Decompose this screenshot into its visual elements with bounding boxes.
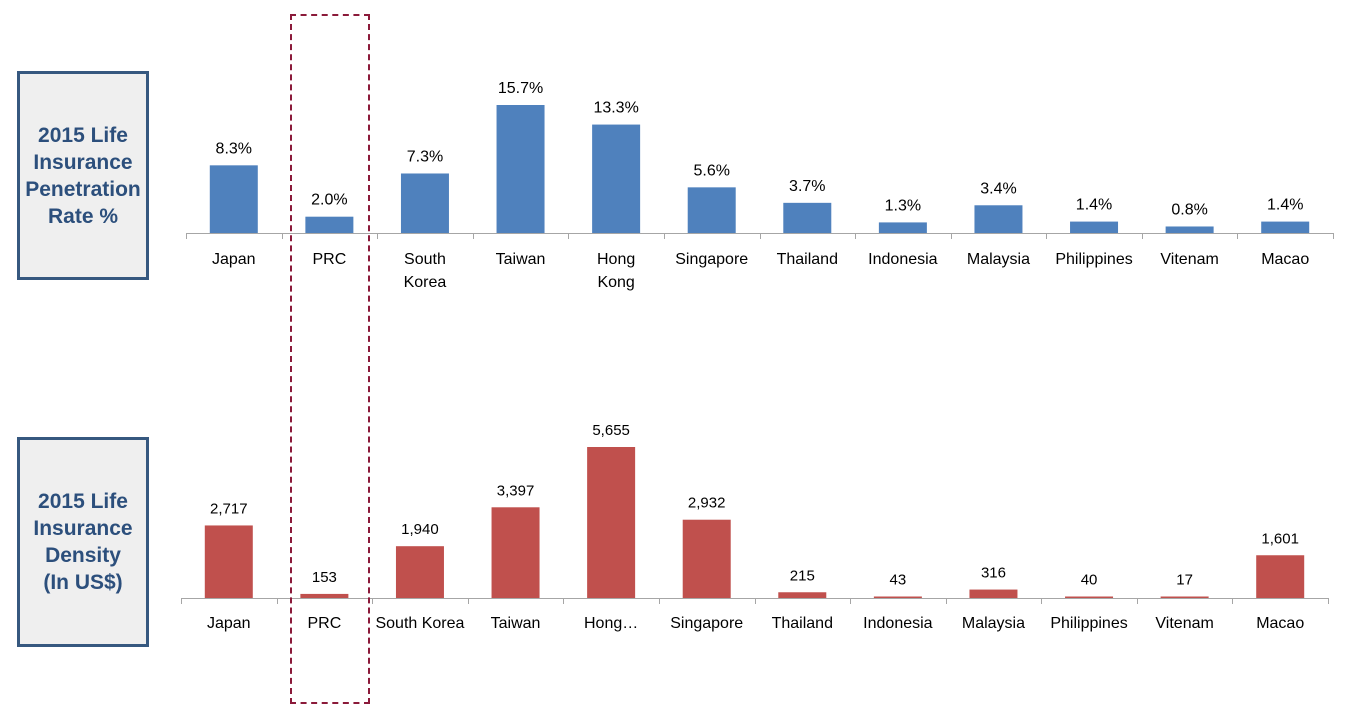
category-label: Hong [597, 251, 635, 268]
bar-taiwan [496, 105, 545, 233]
category-label: Vitenam [1160, 251, 1218, 268]
penetration-label-line: Insurance [33, 150, 133, 174]
category-label: Korea [404, 274, 447, 291]
bar-indonesia [878, 222, 927, 233]
bar-hong-kong [587, 447, 636, 598]
penetration-label-box: 2015 Life Insurance Penetration Rate % [17, 71, 149, 280]
category-label: Vitenam [1155, 615, 1213, 632]
data-label: 5.6% [693, 162, 729, 179]
bar-thailand [778, 592, 827, 598]
category-label: Thailand [777, 251, 838, 268]
data-label: 40 [1081, 572, 1098, 589]
bar-south-korea [400, 173, 449, 233]
data-label: 43 [890, 572, 907, 589]
data-label: 215 [790, 567, 815, 584]
density-label-line: 2015 Life [38, 490, 128, 513]
category-label: PRC [307, 615, 341, 632]
category-label: Kong [597, 274, 634, 291]
prc-highlight-box [290, 14, 370, 704]
data-label: 8.3% [216, 140, 252, 157]
penetration-label-line: Rate % [47, 204, 119, 228]
data-label: 1.3% [885, 197, 921, 214]
bar-macao [1256, 555, 1305, 598]
category-label: Malaysia [962, 615, 1025, 632]
density-label-line: Insurance [33, 517, 133, 540]
bar-indonesia [873, 596, 922, 598]
bar-thailand [783, 202, 832, 233]
data-label: 3,397 [497, 482, 535, 499]
data-label: 3.4% [980, 180, 1016, 197]
data-label: 7.3% [407, 148, 443, 165]
penetration-label: 2015 Life Insurance Penetration Rate % [25, 122, 141, 230]
bar-singapore [682, 519, 731, 598]
bar-singapore [687, 187, 736, 233]
density-label-line: Density [45, 544, 121, 567]
data-label: 13.3% [593, 100, 638, 117]
density-label-box: 2015 Life Insurance Density (In US$) [17, 437, 149, 647]
bar-japan [209, 165, 258, 233]
bar-taiwan [491, 507, 540, 598]
category-label: Macao [1256, 615, 1304, 632]
category-label: Indonesia [863, 615, 932, 632]
data-label: 1,601 [1261, 530, 1299, 547]
category-label: Hong… [584, 615, 638, 632]
category-label: Taiwan [496, 251, 546, 268]
penetration-label-line: 2015 Life [38, 123, 128, 147]
data-label: 153 [312, 569, 337, 586]
data-label: 316 [981, 565, 1006, 582]
bar-macao [1261, 221, 1310, 233]
data-label: 2,717 [210, 500, 248, 517]
bar-vitenam [1165, 226, 1214, 233]
category-label: Malaysia [967, 251, 1030, 268]
data-label: 5,655 [592, 422, 630, 439]
bar-vitenam [1160, 596, 1209, 598]
data-label: 3.7% [789, 178, 825, 195]
data-label: 1.4% [1076, 197, 1112, 214]
category-label: South [404, 251, 446, 268]
bar-malaysia [969, 589, 1018, 598]
category-label: Philippines [1050, 615, 1127, 632]
density-label-line: (In US$) [43, 571, 123, 594]
bar-hong-kong [592, 124, 641, 233]
data-label: 2.0% [311, 192, 347, 209]
category-label: Japan [212, 251, 256, 268]
data-label: 17 [1176, 572, 1193, 589]
density-label: 2015 Life Insurance Density (In US$) [33, 488, 132, 596]
category-label: Japan [207, 615, 251, 632]
bar-philippines [1070, 221, 1119, 233]
category-label: South Korea [375, 615, 464, 632]
category-label: Macao [1261, 251, 1309, 268]
data-label: 2,932 [688, 495, 726, 512]
category-label: Singapore [675, 251, 748, 268]
bar-prc [305, 216, 354, 233]
penetration-label-line: Penetration [25, 177, 141, 201]
data-label: 1,940 [401, 521, 439, 538]
data-label: 0.8% [1171, 201, 1207, 218]
bar-south-korea [395, 546, 444, 598]
category-label: Singapore [670, 615, 743, 632]
category-label: PRC [312, 251, 346, 268]
bar-prc [300, 593, 349, 598]
category-label: Taiwan [491, 615, 541, 632]
category-label: Indonesia [868, 251, 937, 268]
data-label: 1.4% [1267, 197, 1303, 214]
bar-philippines [1065, 596, 1114, 598]
bar-japan [204, 525, 253, 598]
category-label: Philippines [1055, 251, 1132, 268]
data-label: 15.7% [498, 80, 543, 97]
bar-malaysia [974, 205, 1023, 233]
category-label: Thailand [772, 615, 833, 632]
